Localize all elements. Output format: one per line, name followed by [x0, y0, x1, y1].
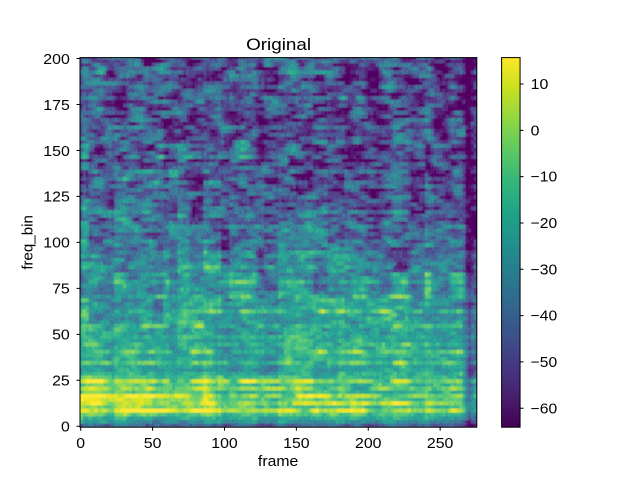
svg-text:0: 0 — [76, 436, 85, 452]
svg-text:200: 200 — [355, 436, 382, 452]
svg-text:−40: −40 — [531, 309, 558, 325]
svg-text:175: 175 — [43, 98, 70, 114]
svg-text:100: 100 — [211, 436, 238, 452]
svg-text:125: 125 — [43, 190, 70, 206]
svg-text:200: 200 — [43, 52, 70, 68]
svg-text:−10: −10 — [531, 170, 558, 186]
svg-text:50: 50 — [52, 328, 70, 344]
svg-text:10: 10 — [531, 77, 549, 93]
svg-text:Original: Original — [246, 35, 311, 54]
svg-text:75: 75 — [52, 282, 70, 298]
svg-text:25: 25 — [52, 374, 70, 390]
svg-text:−50: −50 — [531, 355, 558, 371]
svg-text:250: 250 — [427, 436, 454, 452]
svg-text:0: 0 — [61, 420, 70, 436]
svg-text:150: 150 — [43, 144, 70, 160]
svg-text:−30: −30 — [531, 262, 558, 278]
svg-text:0: 0 — [531, 123, 540, 139]
svg-text:freq_bin: freq_bin — [21, 215, 37, 270]
svg-text:50: 50 — [144, 436, 162, 452]
svg-text:−20: −20 — [531, 216, 558, 232]
svg-text:frame: frame — [258, 454, 298, 470]
svg-text:100: 100 — [43, 236, 70, 252]
svg-text:−60: −60 — [531, 401, 558, 417]
svg-text:150: 150 — [283, 436, 310, 452]
